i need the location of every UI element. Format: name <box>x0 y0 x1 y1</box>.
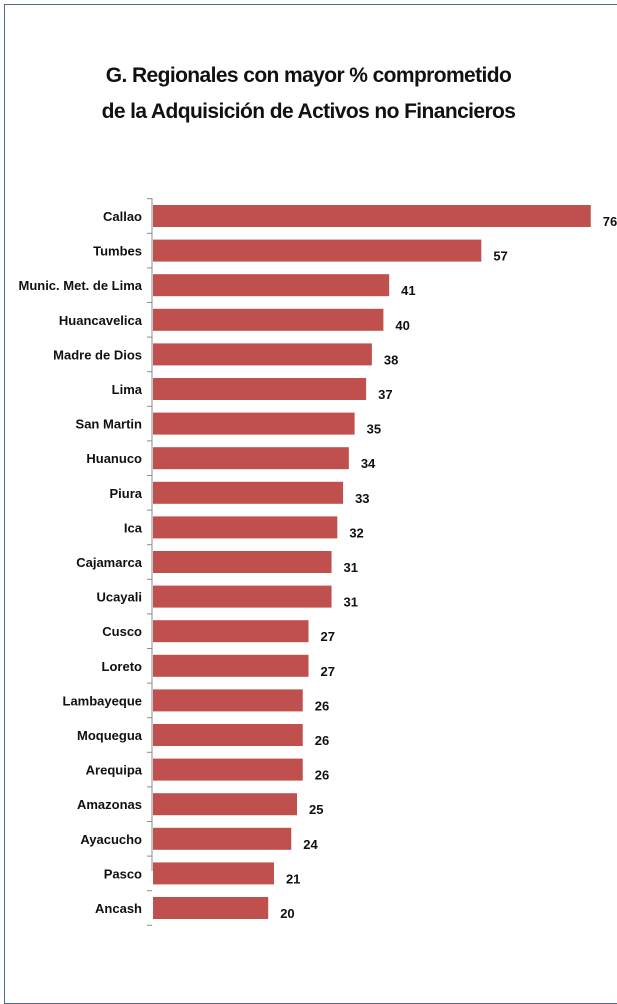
category-label: Lima <box>112 382 143 397</box>
bar <box>153 481 344 504</box>
category-label: Amazonas <box>77 797 142 812</box>
bar <box>153 412 355 435</box>
category-label: Cajamarca <box>76 555 143 570</box>
category-label: Tumbes <box>93 244 142 259</box>
data-label: 27 <box>321 664 335 679</box>
data-label: 26 <box>315 768 329 783</box>
data-label: 26 <box>315 733 329 748</box>
bar <box>153 516 338 539</box>
data-label: 35 <box>367 422 381 437</box>
category-label: Callao <box>103 209 142 224</box>
bar <box>153 447 349 470</box>
category-label: Ayacucho <box>80 832 142 847</box>
bar <box>153 205 591 227</box>
category-label: Ancash <box>95 901 142 916</box>
bar <box>153 239 482 262</box>
category-label: Lambayeque <box>63 693 142 708</box>
category-label: Ica <box>124 520 143 535</box>
category-label: Pasco <box>104 866 142 881</box>
category-label: Arequipa <box>86 763 143 778</box>
category-label: Cusco <box>102 624 142 639</box>
data-label: 21 <box>286 871 300 886</box>
data-label: 26 <box>315 698 329 713</box>
data-label: 38 <box>384 352 398 367</box>
bar <box>153 827 292 850</box>
bar <box>153 378 367 400</box>
bar <box>153 897 269 919</box>
category-label: Moquegua <box>77 728 143 743</box>
data-label: 31 <box>344 595 358 610</box>
data-label: 32 <box>349 525 363 540</box>
category-label: Munic. Met. de Lima <box>18 278 142 293</box>
category-label: Piura <box>109 486 142 501</box>
category-label: Huancavelica <box>59 313 143 328</box>
data-label: 33 <box>355 491 369 506</box>
data-label: 27 <box>321 629 335 644</box>
data-label: 34 <box>361 456 376 471</box>
data-label: 40 <box>395 318 409 333</box>
chart-title-line-2: de la Adquisición de Activos no Financie… <box>101 100 516 123</box>
bar <box>153 758 303 781</box>
bar <box>153 793 297 816</box>
bar <box>153 654 309 677</box>
bar <box>153 308 384 331</box>
bar <box>153 620 309 643</box>
category-label: Ucayali <box>96 590 142 605</box>
data-label: 37 <box>378 387 392 402</box>
category-label: Huanuco <box>86 451 142 466</box>
bar <box>153 343 372 366</box>
data-label: 31 <box>344 560 358 575</box>
bar <box>153 724 303 746</box>
category-label: Madre de Dios <box>53 347 142 362</box>
category-label: Loreto <box>102 659 143 674</box>
data-label: 24 <box>303 837 318 852</box>
data-label: 57 <box>493 249 507 264</box>
data-label: 25 <box>309 802 323 817</box>
category-label: San Martin <box>76 417 143 432</box>
bar <box>153 274 390 297</box>
bar <box>153 585 332 608</box>
bar <box>153 551 332 573</box>
bar <box>153 689 303 712</box>
chart-title-line-1: G. Regionales con mayor % comprometido <box>105 64 512 87</box>
data-label: 41 <box>401 283 415 298</box>
data-label: 20 <box>280 906 294 921</box>
data-label: 76 <box>603 214 617 229</box>
bar <box>153 862 274 885</box>
